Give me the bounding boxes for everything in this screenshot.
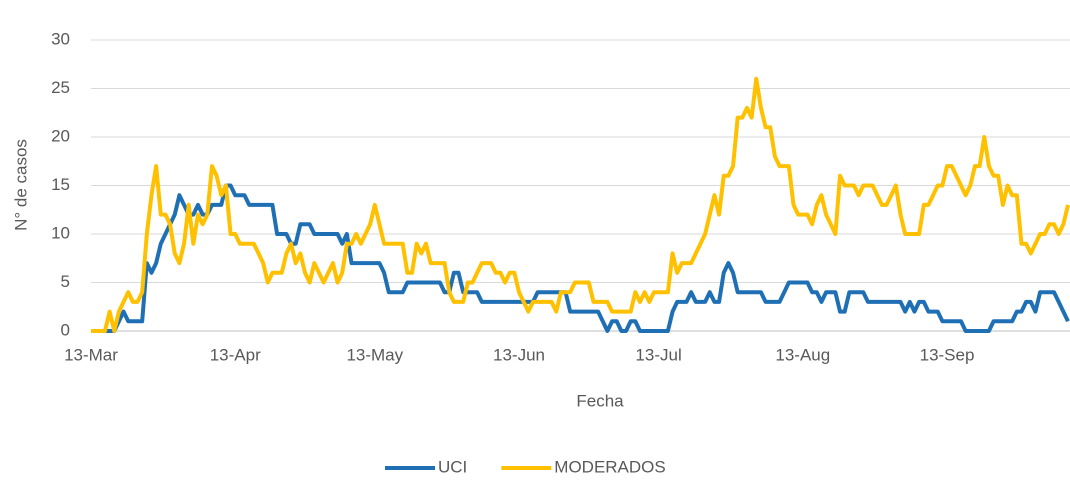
y-tick-label: 10 (51, 223, 70, 242)
line-series (91, 183, 1070, 333)
legend-label: MODERADOS (554, 457, 665, 476)
legend-label: UCI (438, 457, 467, 476)
x-tick-label: 13-Mar (64, 345, 118, 364)
x-axis-label: Fecha (576, 391, 624, 410)
x-tick-label: 13-Apr (210, 345, 261, 364)
y-tick-label: 25 (51, 78, 70, 97)
x-tick-label: 13-Jun (493, 345, 545, 364)
y-axis-label: N° de casos (11, 139, 30, 231)
x-tick-label: 13-Aug (775, 345, 830, 364)
line-series (91, 76, 1070, 333)
x-tick-label: 13-May (346, 345, 403, 364)
y-tick-label: 0 (61, 320, 70, 339)
y-tick-label: 30 (51, 29, 70, 48)
y-tick-label: 20 (51, 126, 70, 145)
y-tick-label: 5 (61, 272, 70, 291)
x-tick-label: 13-Jul (635, 345, 681, 364)
y-tick-label: 15 (51, 175, 70, 194)
x-tick-label: 13-Sep (920, 345, 975, 364)
